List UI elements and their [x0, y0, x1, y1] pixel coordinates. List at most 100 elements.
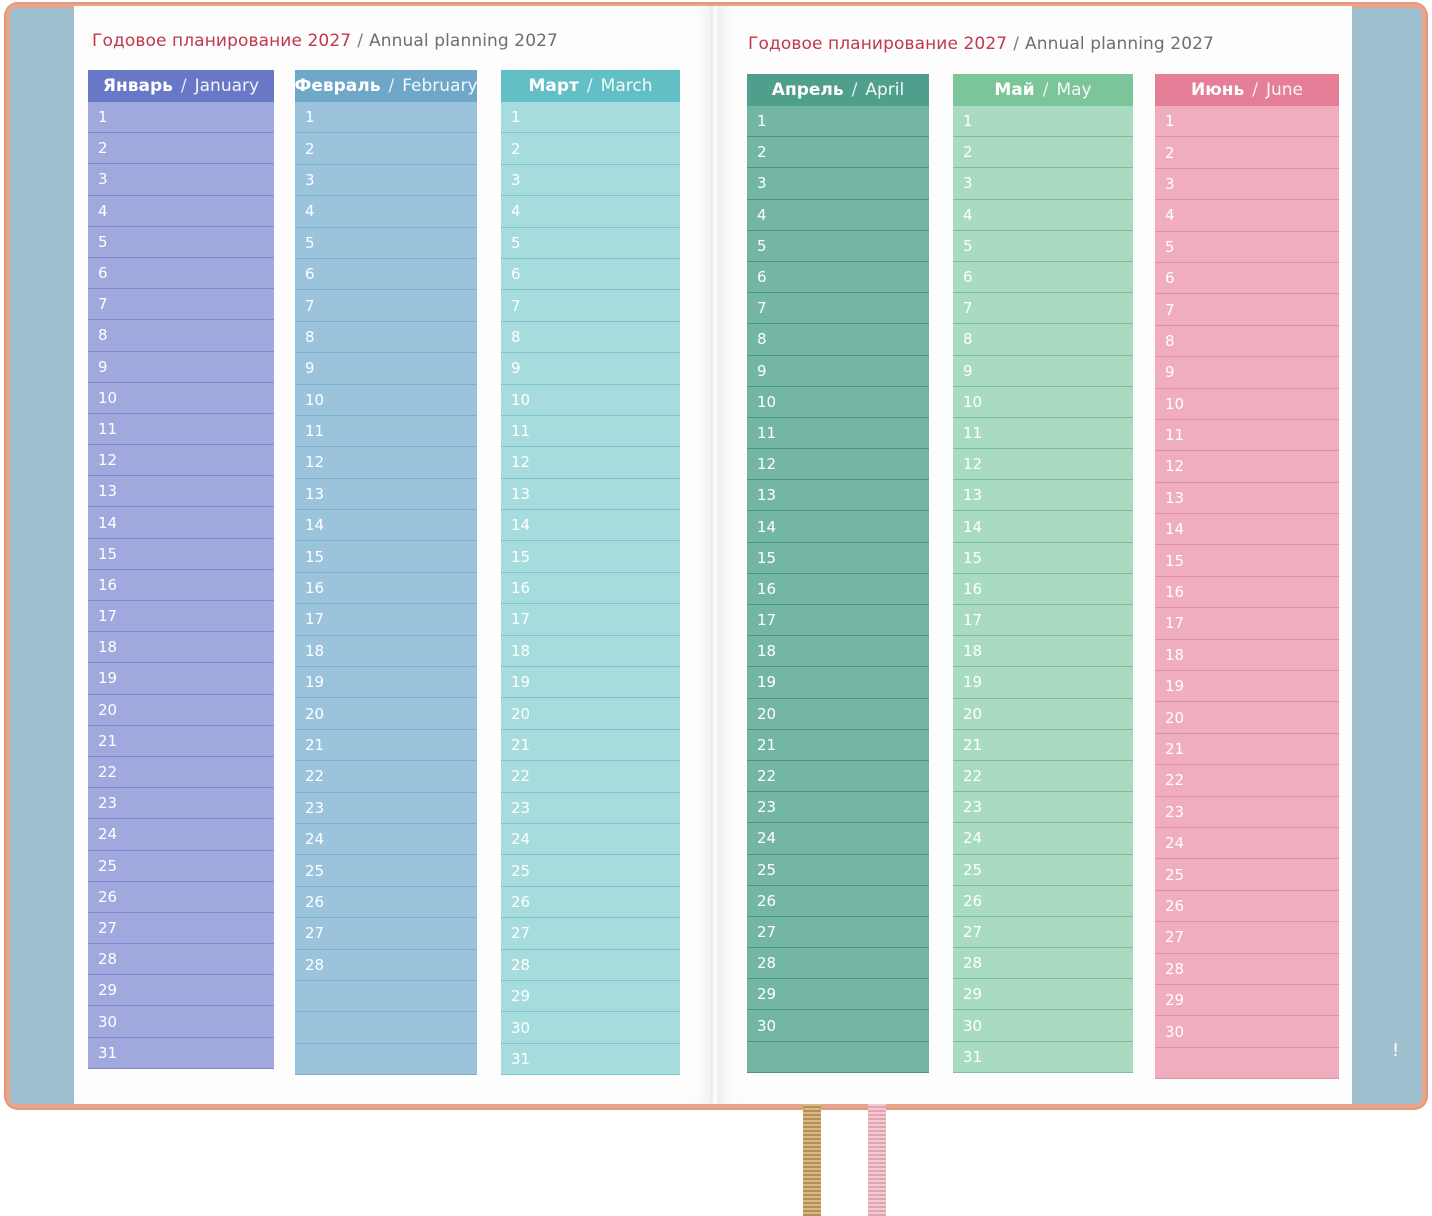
day-row[interactable]: 26: [295, 887, 477, 919]
day-row[interactable]: 4: [88, 196, 274, 227]
day-row[interactable]: 4: [1155, 200, 1339, 232]
day-row[interactable]: 14: [1155, 514, 1339, 546]
day-row[interactable]: 11: [88, 414, 274, 446]
day-row[interactable]: 11: [747, 418, 929, 450]
day-row[interactable]: 21: [501, 730, 680, 762]
day-row[interactable]: 16: [953, 574, 1133, 605]
day-row[interactable]: 3: [747, 168, 929, 200]
day-row[interactable]: 3: [1155, 169, 1339, 201]
day-row[interactable]: 4: [295, 196, 477, 228]
day-row[interactable]: 5: [953, 231, 1133, 262]
day-row[interactable]: 3: [295, 165, 477, 197]
day-row[interactable]: 21: [953, 730, 1133, 761]
day-row[interactable]: 13: [1155, 483, 1339, 515]
day-row[interactable]: [295, 1012, 477, 1044]
day-row[interactable]: 2: [1155, 137, 1339, 169]
day-row[interactable]: 5: [88, 227, 274, 258]
day-row[interactable]: 17: [501, 604, 680, 636]
day-row[interactable]: 17: [295, 604, 477, 636]
day-row[interactable]: 15: [295, 541, 477, 573]
bookmark-ribbon-pink[interactable]: [868, 1104, 886, 1216]
day-row[interactable]: 12: [295, 447, 477, 479]
day-row[interactable]: 12: [501, 447, 680, 479]
day-row[interactable]: 21: [88, 726, 274, 757]
day-row[interactable]: 1: [501, 102, 680, 134]
day-row[interactable]: 29: [1155, 985, 1339, 1017]
day-row[interactable]: 31: [501, 1044, 680, 1076]
day-row[interactable]: 1: [1155, 106, 1339, 138]
day-row[interactable]: 2: [747, 137, 929, 169]
day-row[interactable]: 30: [88, 1006, 274, 1038]
day-row[interactable]: 19: [88, 663, 274, 695]
day-row[interactable]: 4: [501, 196, 680, 228]
day-row[interactable]: 1: [953, 106, 1133, 138]
day-row[interactable]: 31: [88, 1038, 274, 1069]
day-row[interactable]: 18: [88, 632, 274, 664]
day-row[interactable]: 8: [88, 320, 274, 352]
day-row[interactable]: 4: [953, 200, 1133, 231]
day-row[interactable]: 24: [295, 824, 477, 856]
day-row[interactable]: 6: [501, 259, 680, 291]
day-row[interactable]: 11: [295, 416, 477, 448]
day-row[interactable]: 12: [88, 445, 274, 477]
day-row[interactable]: 14: [953, 511, 1133, 543]
day-row[interactable]: 20: [501, 698, 680, 730]
day-row[interactable]: 22: [295, 761, 477, 793]
day-row[interactable]: 14: [501, 510, 680, 542]
day-row[interactable]: 6: [295, 259, 477, 291]
day-row[interactable]: 8: [953, 324, 1133, 356]
day-row[interactable]: 19: [747, 667, 929, 699]
day-row[interactable]: 7: [1155, 294, 1339, 326]
day-row[interactable]: 16: [1155, 577, 1339, 609]
day-row[interactable]: 20: [953, 699, 1133, 730]
day-row[interactable]: 16: [501, 573, 680, 605]
day-row[interactable]: 19: [295, 667, 477, 699]
day-row[interactable]: 25: [747, 855, 929, 886]
day-row[interactable]: 14: [295, 510, 477, 542]
day-row[interactable]: 19: [1155, 671, 1339, 703]
day-row[interactable]: [747, 1042, 929, 1073]
bookmark-ribbon-gold[interactable]: [803, 1104, 821, 1216]
day-row[interactable]: 17: [1155, 608, 1339, 640]
day-row[interactable]: 12: [1155, 451, 1339, 483]
day-row[interactable]: 3: [953, 168, 1133, 200]
day-row[interactable]: 15: [953, 543, 1133, 574]
day-row[interactable]: 29: [501, 981, 680, 1013]
day-row[interactable]: 23: [1155, 797, 1339, 828]
day-row[interactable]: 20: [295, 698, 477, 730]
day-row[interactable]: 22: [1155, 765, 1339, 797]
day-row[interactable]: 20: [747, 699, 929, 730]
day-row[interactable]: 13: [88, 476, 274, 508]
day-row[interactable]: 22: [501, 761, 680, 793]
day-row[interactable]: 26: [747, 886, 929, 917]
day-row[interactable]: 25: [295, 855, 477, 887]
day-row[interactable]: 11: [1155, 420, 1339, 452]
day-row[interactable]: 9: [88, 352, 274, 383]
day-row[interactable]: 5: [501, 228, 680, 259]
day-row[interactable]: 7: [295, 290, 477, 322]
day-row[interactable]: 24: [1155, 828, 1339, 860]
day-row[interactable]: 10: [1155, 389, 1339, 420]
day-row[interactable]: 1: [88, 102, 274, 134]
day-row[interactable]: 10: [747, 387, 929, 418]
day-row[interactable]: 1: [747, 106, 929, 138]
day-row[interactable]: 31: [953, 1042, 1133, 1073]
day-row[interactable]: 29: [953, 979, 1133, 1011]
day-row[interactable]: 23: [747, 792, 929, 824]
day-row[interactable]: 28: [88, 944, 274, 976]
day-row[interactable]: 24: [953, 823, 1133, 855]
day-row[interactable]: 16: [88, 570, 274, 601]
day-row[interactable]: [295, 1044, 477, 1076]
day-row[interactable]: 21: [1155, 734, 1339, 766]
day-row[interactable]: 24: [501, 824, 680, 856]
day-row[interactable]: 5: [747, 231, 929, 262]
day-row[interactable]: 8: [1155, 326, 1339, 358]
day-row[interactable]: 9: [501, 353, 680, 385]
day-row[interactable]: 15: [1155, 545, 1339, 577]
day-row[interactable]: 23: [501, 793, 680, 824]
day-row[interactable]: 13: [953, 480, 1133, 512]
day-row[interactable]: 17: [953, 605, 1133, 637]
day-row[interactable]: 30: [747, 1010, 929, 1042]
day-row[interactable]: 21: [295, 730, 477, 762]
day-row[interactable]: 13: [747, 480, 929, 512]
